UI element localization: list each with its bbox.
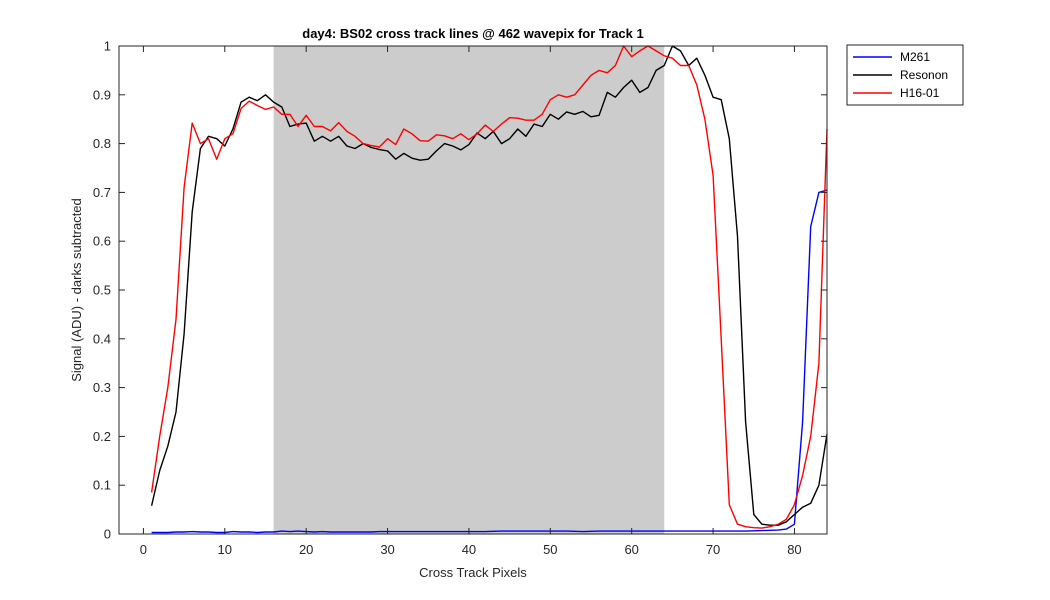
shaded-region — [273, 46, 665, 534]
chart-title: day4: BS02 cross track lines @ 462 wavep… — [302, 26, 643, 41]
y-tick-label: 0 — [104, 527, 111, 542]
legend-entry: H16-01 — [900, 86, 940, 100]
ticks-layer: 0 10 20 30 40 50 60 70 80 0 0.1 0.2 0.3 0.4 0.5 0.6 0.7 0… — [93, 39, 827, 557]
x-tick-label: 0 — [140, 542, 147, 557]
x-tick-label: 60 — [624, 542, 638, 557]
x-tick-label: 40 — [462, 542, 476, 557]
series-layer — [150, 45, 828, 534]
series-line-m261 — [151, 189, 828, 534]
x-tick-label: 30 — [380, 542, 394, 557]
legend-entry: M261 — [900, 50, 930, 64]
legend: M261 Resonon H16-01 — [846, 44, 964, 106]
x-tick-label: 20 — [299, 542, 313, 557]
y-axis-label: Signal (ADU) - darks subtracted — [69, 198, 84, 382]
plot-area: 0 10 20 30 40 50 60 70 80 0 0.1 0.2 0.3 0.4 0.5 0.6 0.7 0… — [93, 39, 828, 557]
y-tick-label: 0.3 — [93, 380, 111, 395]
x-tick-label: 50 — [543, 542, 557, 557]
x-tick-label: 10 — [218, 542, 232, 557]
x-axis-label: Cross Track Pixels — [419, 565, 527, 580]
series-line-resonon — [150, 45, 828, 526]
y-tick-label: 0.4 — [93, 331, 111, 346]
x-tick-label: 70 — [706, 542, 720, 557]
x-tick-label: 80 — [787, 542, 801, 557]
y-tick-label: 0.7 — [93, 185, 111, 200]
y-tick-label: 1 — [104, 39, 111, 54]
y-tick-label: 0.6 — [93, 234, 111, 249]
y-tick-label: 0.9 — [93, 87, 111, 102]
y-tick-label: 0.2 — [93, 429, 111, 444]
y-tick-label: 0.5 — [93, 283, 111, 298]
y-tick-label: 0.8 — [93, 136, 111, 151]
y-tick-label: 0.1 — [93, 478, 111, 493]
series-line-h16-01 — [150, 45, 828, 529]
legend-entry: Resonon — [900, 68, 948, 82]
legend-box — [846, 44, 964, 106]
